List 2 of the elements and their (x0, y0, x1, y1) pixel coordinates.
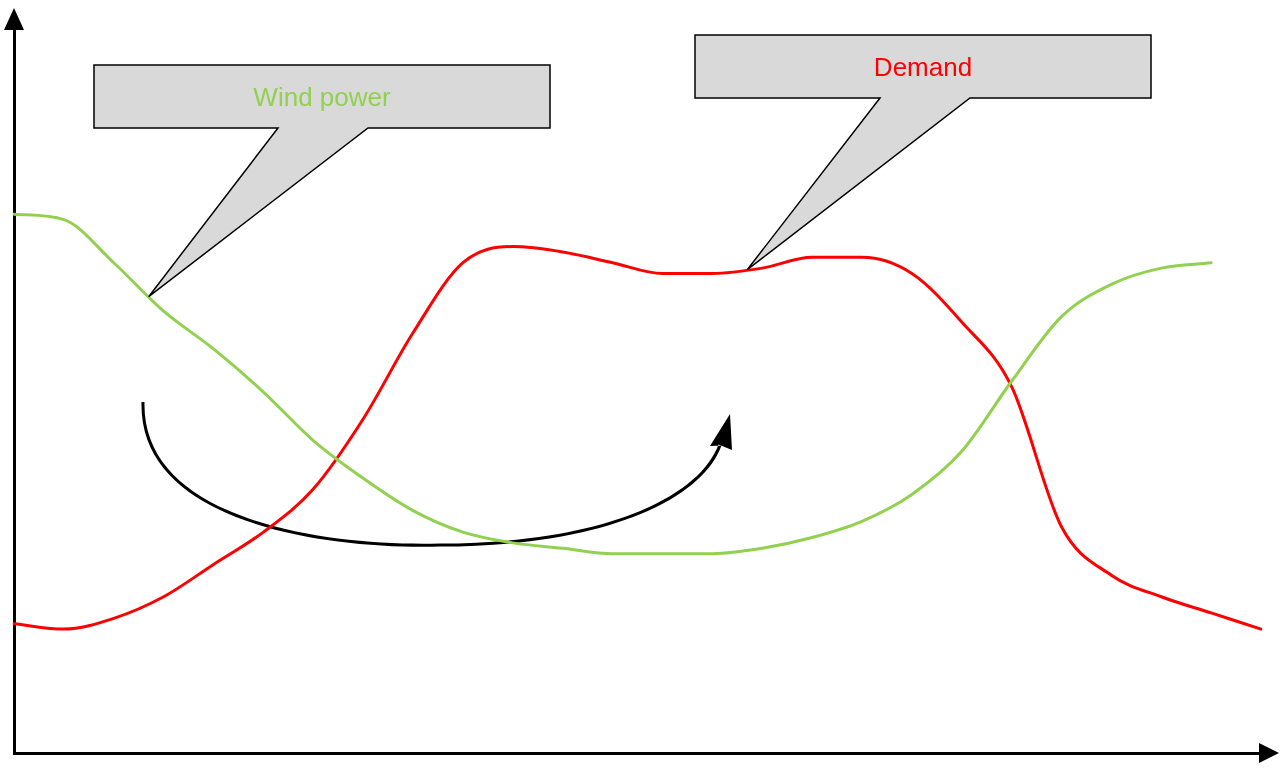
text: Wind power (253, 81, 391, 112)
text: Demand (873, 51, 973, 82)
